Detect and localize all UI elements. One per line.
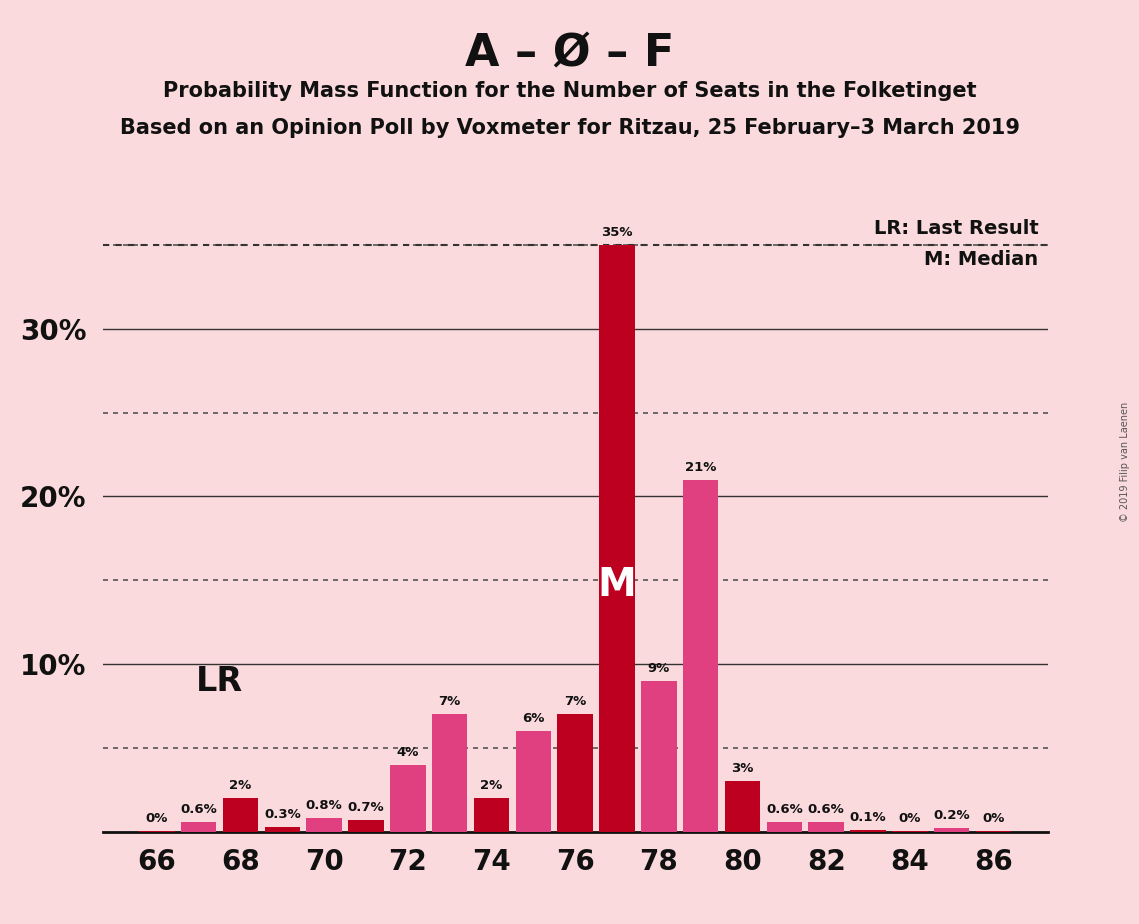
Text: 0.8%: 0.8% — [306, 799, 343, 812]
Text: 7%: 7% — [439, 696, 461, 709]
Text: 0.1%: 0.1% — [850, 811, 886, 824]
Text: 7%: 7% — [564, 696, 587, 709]
Bar — [599, 245, 634, 832]
Text: 3%: 3% — [731, 762, 754, 775]
Text: 0%: 0% — [982, 812, 1005, 825]
Text: LR: LR — [196, 664, 244, 698]
Bar — [474, 798, 509, 832]
Text: 0.3%: 0.3% — [264, 808, 301, 821]
Bar — [683, 480, 719, 832]
Text: 0.6%: 0.6% — [765, 803, 803, 816]
Bar — [349, 820, 384, 832]
Text: M: M — [598, 566, 637, 604]
Text: 0.2%: 0.2% — [933, 809, 970, 822]
Bar — [641, 681, 677, 832]
Bar — [724, 782, 761, 832]
Bar — [809, 821, 844, 832]
Text: 2%: 2% — [481, 779, 502, 792]
Bar — [850, 830, 886, 832]
Text: 0.6%: 0.6% — [180, 803, 218, 816]
Text: 9%: 9% — [648, 662, 670, 675]
Text: 21%: 21% — [685, 461, 716, 474]
Bar — [223, 798, 259, 832]
Bar — [557, 714, 593, 832]
Text: M: Median: M: Median — [925, 250, 1039, 270]
Text: A – Ø – F: A – Ø – F — [465, 32, 674, 76]
Bar — [934, 828, 969, 832]
Text: 0.7%: 0.7% — [347, 801, 384, 814]
Text: Probability Mass Function for the Number of Seats in the Folketinget: Probability Mass Function for the Number… — [163, 81, 976, 102]
Text: 0.6%: 0.6% — [808, 803, 844, 816]
Text: 0%: 0% — [899, 812, 921, 825]
Text: LR: Last Result: LR: Last Result — [874, 219, 1039, 238]
Text: 4%: 4% — [396, 746, 419, 759]
Text: 2%: 2% — [229, 779, 252, 792]
Bar — [516, 731, 551, 832]
Bar — [767, 821, 802, 832]
Text: Based on an Opinion Poll by Voxmeter for Ritzau, 25 February–3 March 2019: Based on an Opinion Poll by Voxmeter for… — [120, 118, 1019, 139]
Bar — [181, 821, 216, 832]
Bar — [432, 714, 467, 832]
Text: 35%: 35% — [601, 226, 633, 239]
Bar — [306, 818, 342, 832]
Bar — [264, 827, 301, 832]
Text: 0%: 0% — [146, 812, 169, 825]
Text: © 2019 Filip van Laenen: © 2019 Filip van Laenen — [1121, 402, 1130, 522]
Bar — [390, 764, 426, 832]
Text: 6%: 6% — [522, 712, 544, 725]
